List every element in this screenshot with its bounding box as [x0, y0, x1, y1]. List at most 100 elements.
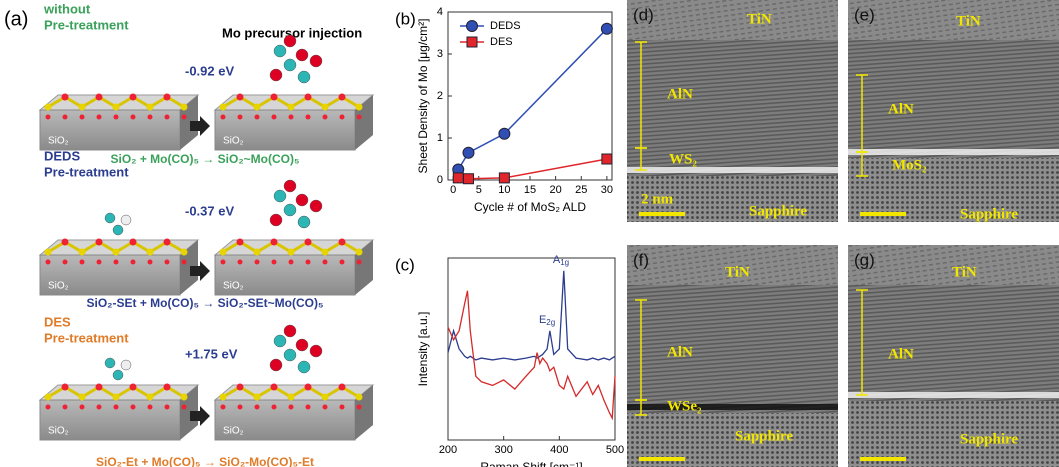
- legend-entry: DEDS: [490, 20, 521, 32]
- atom: [113, 404, 119, 410]
- atom: [237, 259, 243, 265]
- atom: [95, 238, 103, 246]
- molecule-atom: [297, 360, 311, 374]
- molecule-atom: [273, 334, 287, 348]
- atom: [338, 93, 346, 101]
- molecule-atom: [283, 179, 297, 193]
- tem-image: TiN AlN MoS₂ Sapphire (e): [848, 0, 1059, 222]
- atom: [180, 103, 188, 111]
- atom: [219, 103, 227, 111]
- point: [600, 22, 613, 35]
- atom: [113, 114, 119, 120]
- interface: [627, 167, 838, 173]
- substrate-label: SiO₂: [223, 136, 244, 147]
- atom: [61, 93, 69, 101]
- molecule-atom: [273, 189, 287, 203]
- atom: [321, 103, 329, 111]
- ligand-atom: [120, 214, 132, 226]
- atom: [62, 259, 68, 265]
- layer-label: Sapphire: [749, 203, 807, 219]
- atom: [355, 103, 363, 111]
- atom: [180, 248, 188, 256]
- atom: [146, 103, 154, 111]
- sapphire-region: [848, 401, 1059, 467]
- atom: [304, 93, 312, 101]
- x-axis-label: Raman Shift [cm⁻¹]: [480, 460, 582, 467]
- y-tick-label: 4: [437, 6, 443, 18]
- atom: [62, 404, 68, 410]
- atom: [237, 404, 243, 410]
- atom: [304, 383, 312, 391]
- panel-label: (c): [395, 255, 415, 274]
- molecule-atom: [269, 358, 283, 372]
- atom: [147, 259, 153, 265]
- point: [498, 172, 510, 184]
- atom: [163, 93, 171, 101]
- atom: [164, 259, 170, 265]
- point: [452, 172, 464, 184]
- layer-label: Sapphire: [735, 428, 793, 444]
- atom: [79, 404, 85, 410]
- row-title: DEDS: [44, 148, 80, 163]
- y-axis-label: Intensity [a.u.]: [416, 312, 430, 387]
- molecule-atom: [297, 70, 311, 84]
- atom: [270, 93, 278, 101]
- atom: [355, 393, 363, 401]
- panel-label: (g): [854, 250, 875, 269]
- point: [498, 127, 511, 140]
- atom: [78, 103, 86, 111]
- substrate-label: SiO₂: [223, 426, 244, 437]
- x-tick-label: 25: [575, 184, 587, 196]
- substrate-label: SiO₂: [223, 281, 244, 292]
- energy: +1.75 eV: [185, 346, 238, 361]
- panel-label: (f): [633, 250, 649, 269]
- x-tick-label: 500: [606, 444, 624, 456]
- interface: [848, 392, 1059, 398]
- atom: [236, 93, 244, 101]
- atom: [254, 259, 260, 265]
- tin-region: [627, 0, 838, 40]
- atom: [146, 393, 154, 401]
- atom: [44, 393, 52, 401]
- molecule-atom: [297, 215, 311, 229]
- atom: [181, 404, 187, 410]
- slab-front: [39, 109, 181, 151]
- atom: [287, 393, 295, 401]
- atom: [164, 404, 170, 410]
- x-tick-label: 20: [550, 184, 562, 196]
- layer-label: MoS₂: [892, 157, 927, 173]
- atom: [95, 383, 103, 391]
- energy: -0.37 eV: [185, 203, 234, 218]
- layer-label: WS₂: [669, 151, 697, 167]
- layer-label: TiN: [747, 11, 772, 27]
- atom: [305, 259, 311, 265]
- atom: [322, 404, 328, 410]
- row-title: DES: [44, 314, 71, 329]
- series-line: [457, 28, 608, 170]
- atom: [339, 114, 345, 120]
- row-subtitle: Pre-treatment: [44, 164, 129, 179]
- atom: [129, 238, 137, 246]
- tem-image: TiN AlN WSe₂ Sapphire (f): [627, 245, 838, 467]
- atom: [288, 259, 294, 265]
- layer-label: TiN: [952, 264, 977, 280]
- atom: [253, 248, 261, 256]
- atom: [45, 114, 51, 120]
- series-line: [458, 158, 608, 180]
- atom: [220, 114, 226, 120]
- atom: [219, 393, 227, 401]
- atom: [79, 114, 85, 120]
- y-axis-label: Sheet Density of Mo [μg/cm²]: [416, 19, 430, 174]
- substrate-label: SiO₂: [48, 136, 69, 147]
- x-tick-label: 0: [450, 184, 456, 196]
- atom: [164, 114, 170, 120]
- atom: [270, 238, 278, 246]
- point: [462, 146, 475, 159]
- atom: [79, 259, 85, 265]
- panel-label: (e): [854, 5, 875, 24]
- atom: [254, 114, 260, 120]
- tin-region: [627, 245, 838, 285]
- atom: [44, 248, 52, 256]
- layer-label: Sapphire: [960, 206, 1018, 222]
